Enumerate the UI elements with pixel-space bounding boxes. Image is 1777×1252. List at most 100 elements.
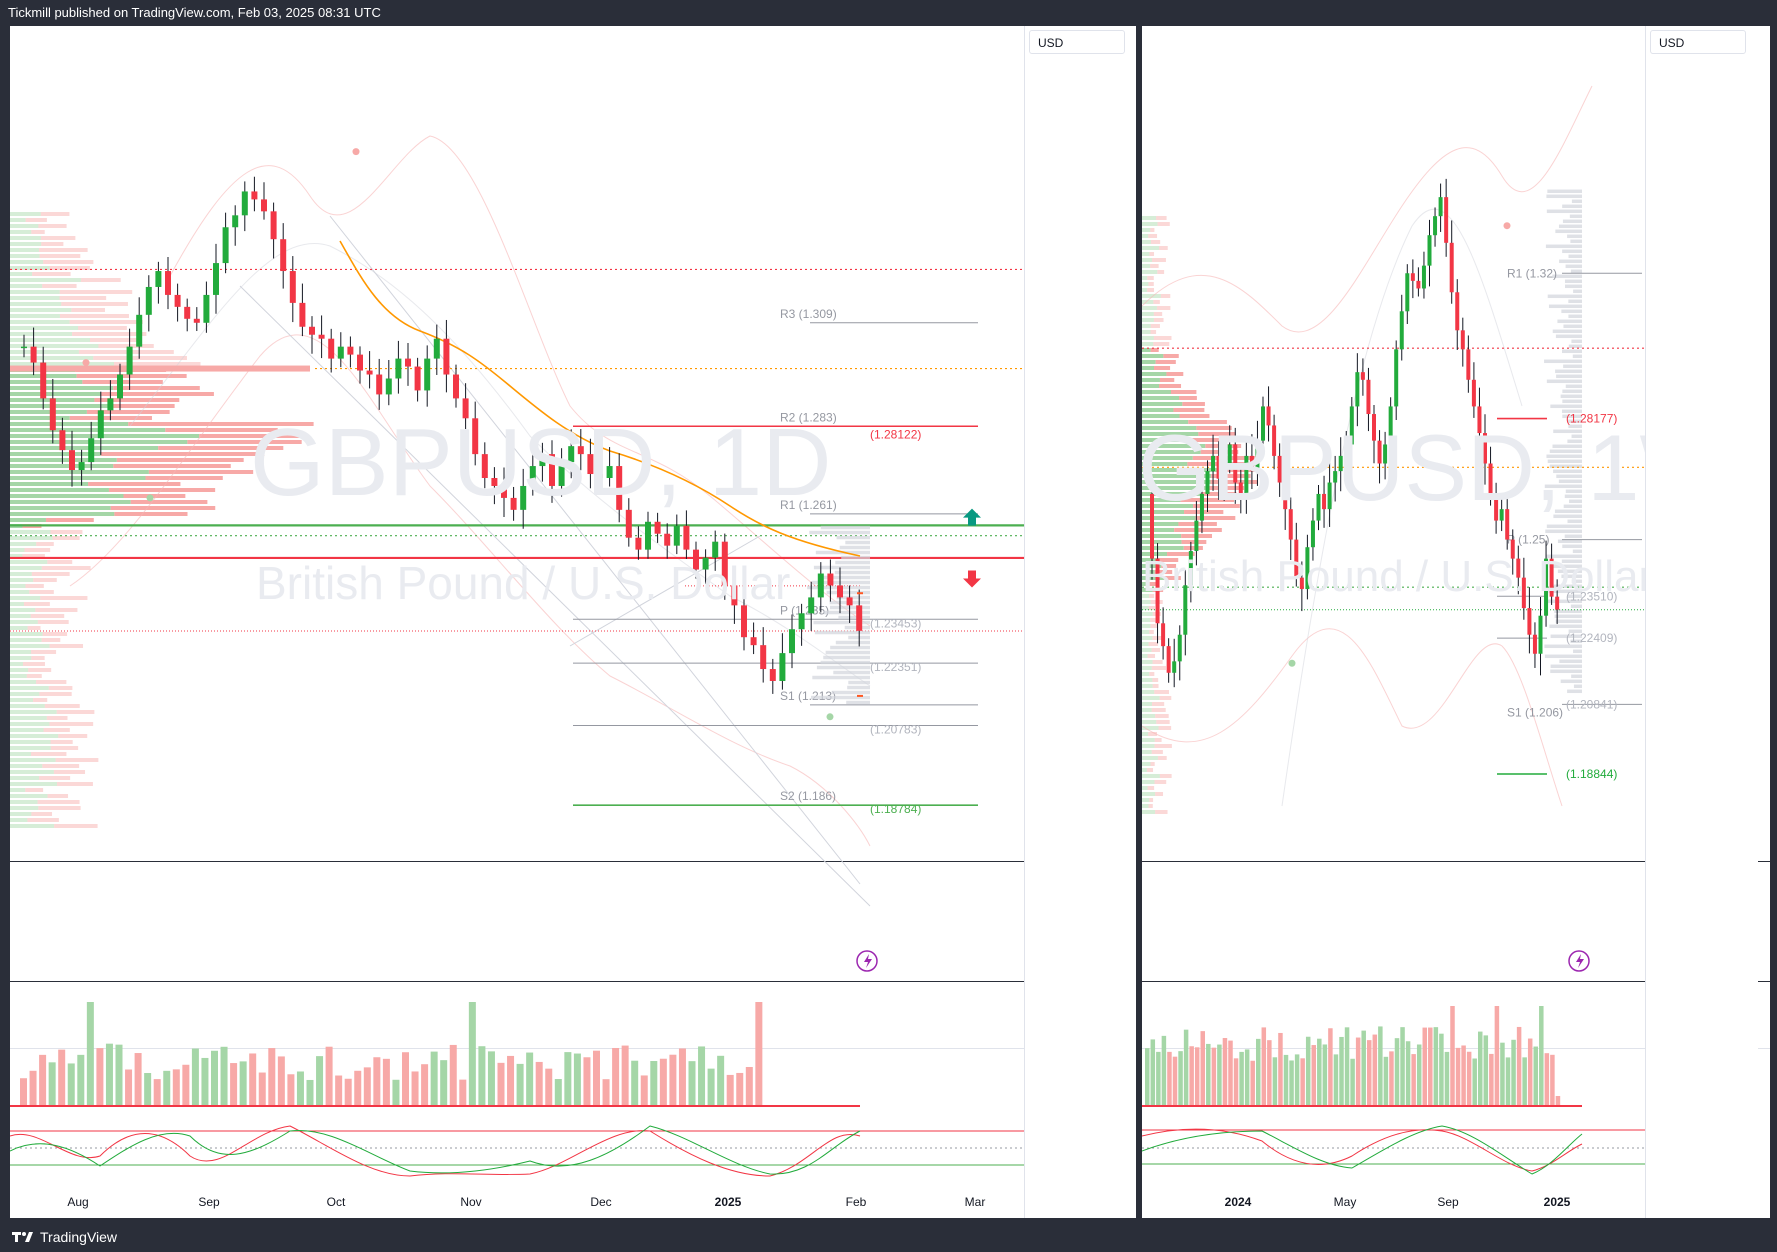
volume-profile-bar [1142, 804, 1149, 808]
volume-profile-bar [1142, 390, 1171, 394]
volume-profile-bar [1148, 234, 1158, 238]
volume-profile-bar [1142, 318, 1154, 322]
daily-chart-canvas[interactable]: R3 (1.309) R2 (1.283) (1.28122) R1 (1.261) P… [10, 26, 1136, 1218]
pivot-value: (1.28177) [1566, 412, 1617, 426]
candle-body [309, 326, 315, 335]
volume-bar [535, 1061, 543, 1106]
session-profile-bar [839, 545, 870, 550]
volume-profile-bar [59, 296, 107, 300]
candle-body [1494, 493, 1499, 521]
volume-profile-bar [1149, 594, 1155, 598]
volume-profile-bar [1147, 288, 1155, 292]
volume-profile-bar [39, 692, 72, 696]
candle-body [1416, 280, 1421, 289]
volume-profile-bar [1142, 450, 1201, 454]
volume-profile-bar [27, 818, 59, 822]
candle-body [1377, 440, 1382, 464]
volume-bar [1239, 1051, 1244, 1106]
candle-body [1405, 273, 1410, 312]
pivot-marker [1503, 222, 1511, 230]
session-profile-bar [1570, 269, 1582, 274]
session-profile-bar [1573, 649, 1582, 654]
session-profile-bar [1555, 369, 1582, 374]
volume-profile-bar [1148, 804, 1153, 808]
volume-bar [1311, 1045, 1316, 1106]
volume-bar [1211, 1047, 1217, 1106]
volume-profile-bar [10, 794, 48, 798]
bollinger-upper [169, 135, 871, 627]
symbol-watermark: GBPUSD, 1D [250, 409, 832, 516]
volume-bar [1156, 1051, 1161, 1106]
volume-bar [1150, 1039, 1156, 1106]
candle-body [798, 613, 805, 630]
pivot-value: (1.18844) [1566, 767, 1617, 781]
price-axis[interactable]: USD [1024, 26, 1136, 1218]
volume-profile-bar [1159, 384, 1182, 388]
volume-profile-bar [108, 488, 216, 492]
currency-label[interactable]: USD [1650, 30, 1746, 54]
volume-profile-bar [1142, 372, 1167, 376]
candle-body [760, 645, 767, 670]
volume-profile-bar [1179, 414, 1210, 418]
volume-profile-bar [36, 542, 54, 546]
currency-label[interactable]: USD [1029, 30, 1125, 54]
volume-profile-bar [1142, 330, 1151, 334]
candle-body [1177, 634, 1182, 662]
volume-profile-bar [10, 752, 32, 756]
stochastic-k-line [1142, 1128, 1583, 1172]
volume-bar [1367, 1040, 1372, 1106]
volume-bar [507, 1055, 515, 1106]
volume-bar [201, 1057, 209, 1106]
stochastic-k-line [10, 1125, 861, 1177]
volume-bar [1405, 1041, 1411, 1106]
volume-profile-bar [1142, 696, 1160, 700]
volume-bar [287, 1074, 295, 1106]
candle-body [1316, 493, 1321, 521]
candle-body [1205, 471, 1210, 494]
volume-profile-bar [1142, 612, 1153, 616]
volume-profile-bar [10, 464, 114, 468]
volume-profile-bar [10, 440, 188, 444]
session-profile-bar [1547, 189, 1582, 194]
volume-bar [1383, 1056, 1389, 1106]
volume-profile-bar [10, 632, 43, 636]
volume-profile-bar [199, 434, 306, 438]
session-profile-bar [1557, 539, 1582, 544]
volume-bar [1294, 1054, 1300, 1106]
volume-profile-bar [31, 812, 53, 816]
price-axis[interactable]: USD [1645, 26, 1758, 1218]
session-profile-bar [1563, 324, 1582, 329]
volume-bar [392, 1079, 400, 1106]
volume-profile-bar [1155, 810, 1168, 814]
candle-body [1222, 463, 1227, 479]
volume-profile-bar [1148, 732, 1157, 736]
session-profile-bar [1564, 494, 1582, 499]
session-profile-bar [1544, 359, 1582, 364]
candle-body [808, 597, 815, 614]
volume-profile-bar [10, 824, 55, 828]
volume-profile-bar [1142, 570, 1155, 574]
volume-profile-bar [1142, 588, 1153, 592]
volume-profile-bar [10, 470, 149, 474]
candle-body [97, 410, 104, 439]
candle-body [232, 215, 239, 228]
volume-profile-bar [31, 230, 45, 234]
candle-body [59, 430, 66, 451]
volume-profile-bar [10, 638, 42, 642]
candle-body [376, 374, 383, 395]
volume-profile-bar [1152, 660, 1163, 664]
session-profile-bar [1571, 434, 1582, 439]
volume-bar [1378, 1026, 1383, 1106]
volume-profile-bar [78, 326, 127, 330]
session-profile-bar [1556, 374, 1582, 379]
volume-profile-bar [1142, 354, 1164, 358]
chart-panel-daily[interactable]: R3 (1.309) R2 (1.283) (1.28122) R1 (1.261) P… [10, 26, 1136, 1218]
chart-panel-weekly[interactable]: R1 (1.32) (1.28177) P (1.25) (1.23510) (1.22… [1142, 26, 1770, 1218]
volume-profile-bar [1149, 672, 1155, 676]
candle-body [635, 537, 642, 550]
candle-body [395, 358, 402, 379]
pivot-value: (1.28122) [870, 427, 921, 441]
volume-bar [1511, 1039, 1516, 1106]
session-profile-bar [1556, 474, 1582, 479]
lightning-icon [864, 954, 872, 968]
